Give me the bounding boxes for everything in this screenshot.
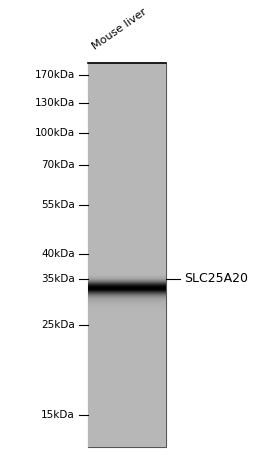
Text: 15kDa: 15kDa (41, 410, 75, 420)
FancyBboxPatch shape (88, 63, 166, 447)
Text: Mouse liver: Mouse liver (91, 7, 149, 52)
Text: 70kDa: 70kDa (41, 160, 75, 170)
Text: 130kDa: 130kDa (34, 98, 75, 108)
Text: 100kDa: 100kDa (35, 128, 75, 138)
Text: 35kDa: 35kDa (41, 274, 75, 284)
Text: 170kDa: 170kDa (34, 70, 75, 80)
Text: 55kDa: 55kDa (41, 200, 75, 210)
Text: 25kDa: 25kDa (41, 320, 75, 330)
Text: SLC25A20: SLC25A20 (185, 272, 249, 285)
Text: 40kDa: 40kDa (41, 249, 75, 259)
